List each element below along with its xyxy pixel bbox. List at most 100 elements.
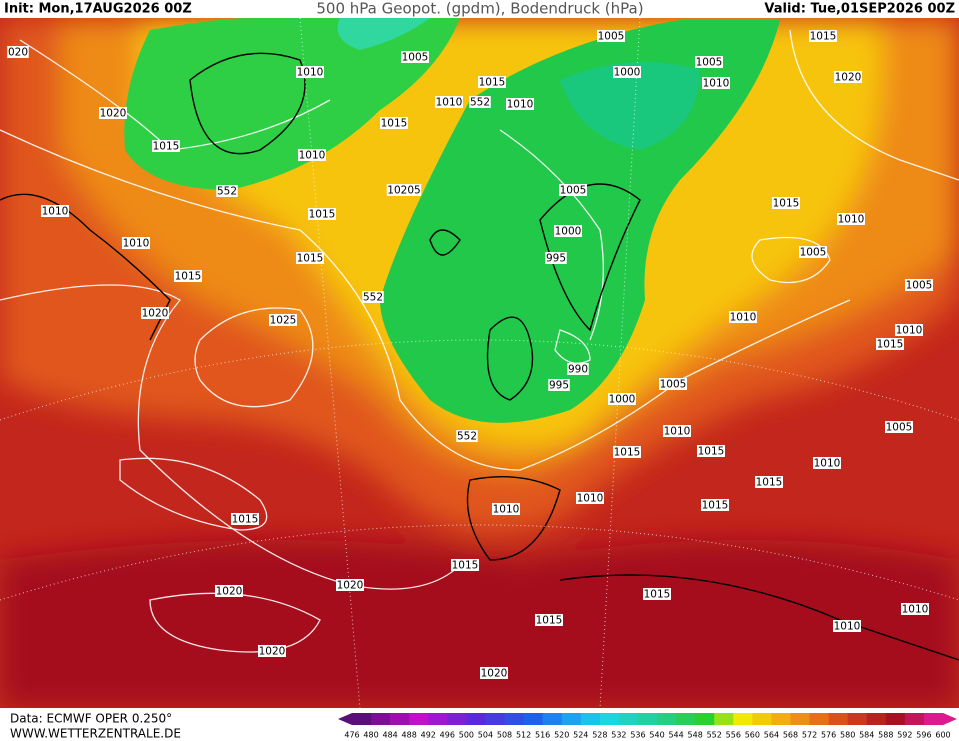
isobar-label: 1015 [698, 446, 725, 458]
colorbar-cell [752, 713, 772, 725]
colorbar-cell [695, 713, 715, 725]
isobar-label-box [697, 445, 725, 457]
isobar-label: 1020 [216, 586, 243, 598]
colorbar-label: 564 [764, 731, 779, 740]
isobar-label-box [362, 291, 384, 303]
isobar-label: 1000 [614, 67, 641, 79]
isobar-label: 552 [457, 431, 477, 443]
isobar-label-box [901, 603, 929, 615]
colorbar-cell [523, 713, 544, 725]
isobar-label: 1010 [436, 97, 463, 109]
isobar-label-box [492, 503, 520, 515]
colorbar-label: 600 [935, 731, 950, 740]
isobar-label: 1015 [810, 31, 837, 43]
isobar-label: 1010 [896, 325, 923, 337]
isobar-label-box [380, 117, 408, 129]
isobar-label: 1015 [232, 514, 259, 526]
colorbar-cell [390, 713, 410, 725]
isobar-label: 1015 [536, 615, 563, 627]
isobar-label: 1010 [42, 206, 69, 218]
isobar-label: 1015 [175, 271, 202, 283]
colorbar-cell [409, 713, 429, 725]
isobar-label: 1000 [609, 394, 636, 406]
isobar-label: 1005 [800, 247, 827, 259]
isobar-label: 1005 [696, 57, 723, 69]
colorbar-cell [790, 713, 811, 725]
isobar-label-box [755, 476, 783, 488]
isobar-label-box [296, 252, 324, 264]
isobar-label-box [401, 51, 429, 63]
isobar-label-box [480, 667, 508, 679]
isobar-label-box [772, 197, 800, 209]
isobar-label-box [506, 98, 534, 110]
isobar-label: 552 [217, 186, 237, 198]
colorbar-label: 488 [402, 731, 417, 740]
data-source: Data: ECMWF OPER 0.250° [10, 712, 172, 726]
isobar-label: 1010 [577, 493, 604, 505]
isobar-label-box [122, 237, 150, 249]
isobar-label-box [608, 393, 636, 405]
colorbar-end [943, 713, 957, 725]
isobar-label: 1010 [838, 214, 865, 226]
colorbar-label: 552 [707, 731, 722, 740]
isobar-label: 1010 [297, 67, 324, 79]
colorbar-cell [637, 713, 658, 725]
colorbar-cell [447, 713, 467, 725]
colorbar-label: 580 [840, 731, 855, 740]
isobar-label: 1020 [337, 580, 364, 592]
isobar-label-box [559, 184, 587, 196]
isobar-label: 1015 [479, 77, 506, 89]
isobar-label-box [799, 246, 827, 258]
colorbar-label: 584 [859, 731, 874, 740]
isobar-label: 995 [546, 253, 566, 265]
isobar-label-box [386, 184, 422, 196]
isobar-label-box [701, 499, 729, 511]
isobar-label: 1015 [297, 253, 324, 265]
colorbar-end [338, 713, 352, 725]
isobar-label: 1015 [381, 118, 408, 130]
colorbar-cell [371, 713, 391, 725]
isobar-label: 1020 [259, 646, 286, 658]
colorbar-label: 524 [573, 731, 588, 740]
isobar-label: 990 [568, 364, 588, 376]
isobar-label: 1010 [123, 238, 150, 250]
isobar-label: 1020 [100, 108, 127, 120]
colorbar-cell [714, 713, 734, 725]
colorbar-cell [580, 713, 601, 725]
colorbar-label: 528 [592, 731, 607, 740]
isobar-label: 1015 [614, 447, 641, 459]
isobar-label-box [152, 140, 180, 152]
colorbar-cell [504, 713, 525, 725]
isobar-label: 1005 [660, 379, 687, 391]
isobar-label-box [895, 324, 923, 336]
colorbar-cell [657, 713, 677, 725]
colorbar-cell [618, 713, 639, 725]
isobar-label-box [141, 307, 169, 319]
colorbar-label: 504 [478, 731, 493, 740]
isobar-label-box [215, 585, 243, 597]
colorbar-label: 548 [688, 731, 703, 740]
isobar-label-box [258, 645, 286, 657]
isobar-label-box [7, 46, 29, 58]
isobar-label: 1005 [560, 185, 587, 197]
website: WWW.WETTERZENTRALE.DE [10, 727, 181, 741]
colorbar-label: 476 [344, 731, 359, 740]
isobar-label: 1010 [703, 78, 730, 90]
isobar-label: 1000 [555, 226, 582, 238]
isobar-label-box [308, 208, 336, 220]
colorbar-cell [428, 713, 448, 725]
isobar-label: 1015 [702, 500, 729, 512]
isobar-label-box [451, 559, 479, 571]
isobar-label-box [435, 96, 463, 108]
isobar-label-box [702, 77, 730, 89]
isobar-label: 1010 [730, 312, 757, 324]
isobar-label: 1015 [773, 198, 800, 210]
isobar-label: 10205 [387, 185, 420, 197]
isobar-label: 1015 [877, 339, 904, 351]
isobar-label: 1010 [507, 99, 534, 111]
colorbar-label: 560 [745, 731, 760, 740]
isobar-label-box [729, 311, 757, 323]
isobar-label-box [545, 252, 567, 264]
isobar-label-box [905, 279, 933, 291]
